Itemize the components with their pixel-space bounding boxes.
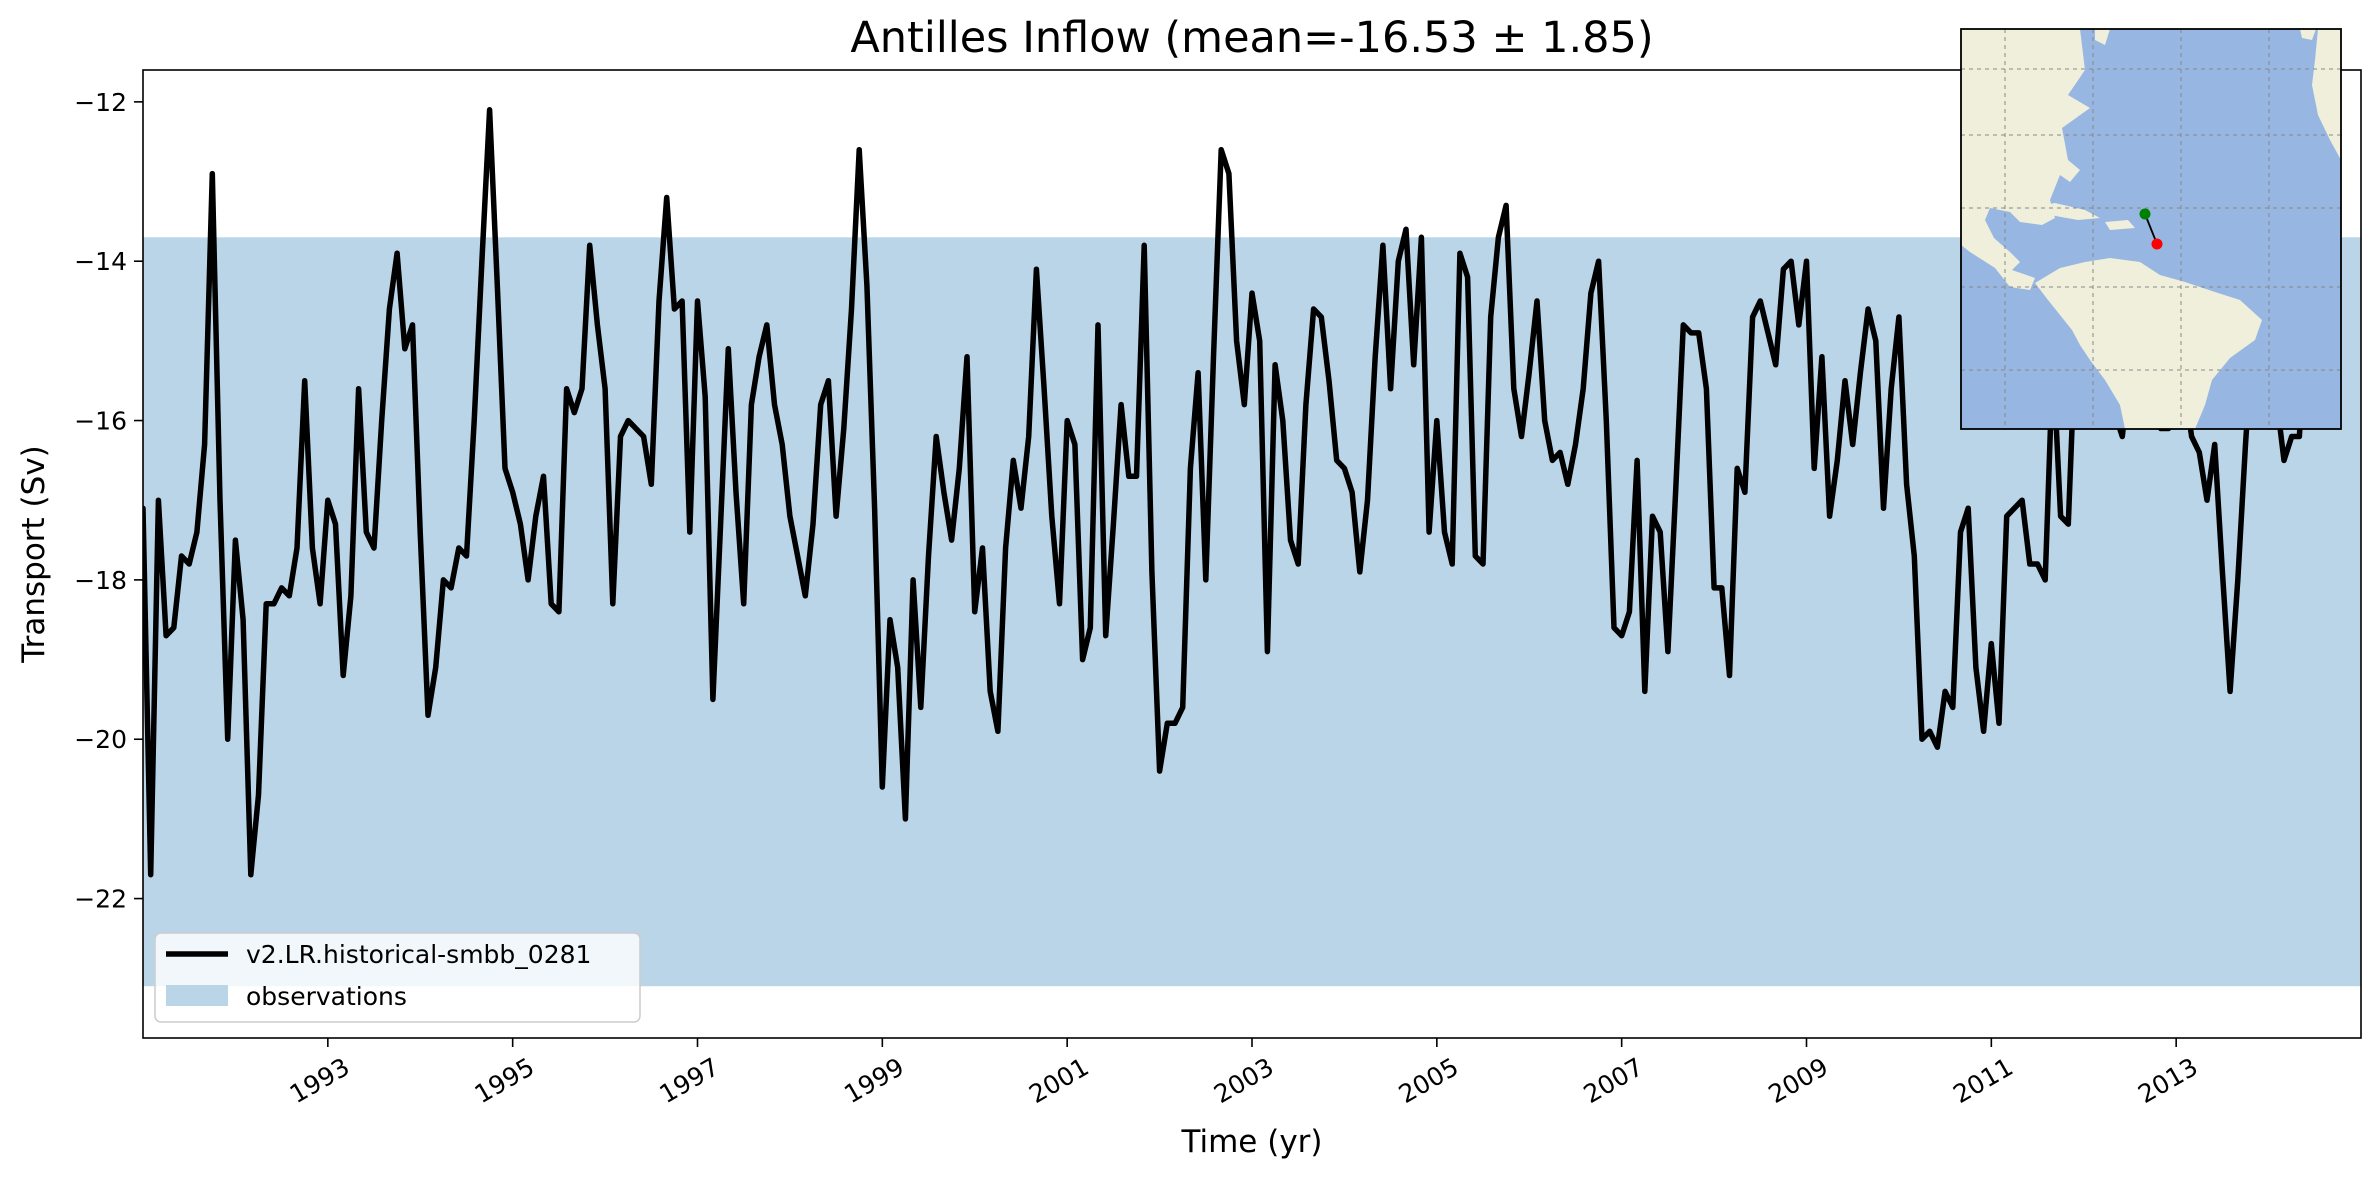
x-tick-label: 1995 — [470, 1052, 540, 1109]
map-land-south-america — [2035, 258, 2262, 429]
y-tick-label: −20 — [74, 725, 127, 754]
section-end-marker — [2151, 238, 2163, 250]
x-tick-label: 2009 — [1763, 1052, 1833, 1109]
legend-box — [154, 932, 641, 1023]
x-tick-label: 2007 — [1579, 1052, 1649, 1109]
y-tick-label: −16 — [74, 407, 127, 436]
section-start-marker — [2139, 208, 2151, 220]
map-land-greenland-north — [2095, 29, 2110, 45]
series-line — [143, 107, 2341, 878]
map-land-north-america — [1961, 29, 2090, 290]
y-tick-label: −12 — [74, 88, 127, 117]
legend-label-series: v2.LR.historical-smbb_0281 — [246, 940, 591, 969]
y-tick-label: −18 — [74, 566, 127, 595]
map-gridlines — [1961, 29, 2341, 429]
legend-label-observations: observations — [246, 982, 407, 1011]
y-tick-label: −22 — [74, 885, 127, 914]
legend-band-swatch — [166, 985, 228, 1006]
map-land-europe — [2300, 29, 2316, 40]
x-tick-label: 2003 — [1209, 1052, 1279, 1109]
x-tick-label: 2001 — [1024, 1052, 1094, 1109]
legend: v2.LR.historical-smbb_0281 observations — [154, 932, 641, 1023]
y-axis-ticks: −12 −14 −16 −18 −20 −22 — [74, 88, 143, 914]
x-tick-label: 2011 — [1948, 1052, 2018, 1109]
y-axis-label: Transport (Sv) — [16, 445, 52, 664]
inset-map-frame — [1960, 28, 2342, 430]
map-land-africa — [2312, 29, 2341, 160]
x-tick-label: 1999 — [839, 1052, 909, 1109]
x-tick-label: 1997 — [654, 1052, 724, 1109]
x-axis-ticks: 1993 1995 1997 1999 2001 2003 2005 2007 2009 2011… — [285, 1038, 2203, 1109]
map-land-hispaniola — [2105, 220, 2135, 230]
chart-title: Antilles Inflow (mean=-16.53 ± 1.85) — [850, 13, 1653, 63]
x-tick-label: 2013 — [2133, 1052, 2203, 1109]
x-tick-label: 2005 — [1394, 1052, 1464, 1109]
inset-map — [1960, 28, 2342, 430]
y-tick-label: −14 — [74, 247, 127, 276]
x-axis-label: Time (yr) — [1181, 1124, 1323, 1160]
x-tick-label: 1993 — [285, 1052, 355, 1109]
map-land-cuba — [2030, 203, 2100, 220]
